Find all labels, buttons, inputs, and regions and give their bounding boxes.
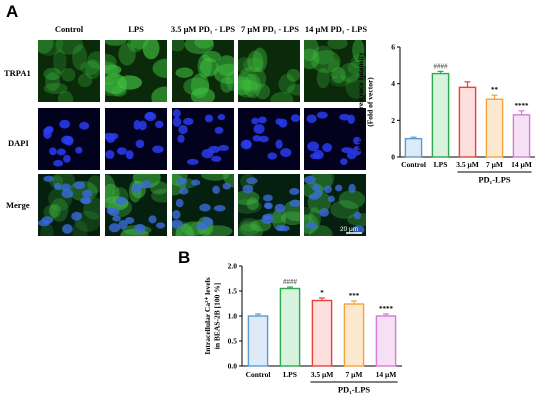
micrograph-trpa1-1	[38, 40, 100, 102]
category-label: 7 μM	[486, 160, 503, 169]
panel-a-letter: A	[6, 2, 19, 21]
bar-3	[311, 299, 333, 367]
y-axis-label-2: in BEAS-2B [100 %]	[213, 283, 222, 349]
micrograph-dapi-5	[304, 108, 366, 170]
bar-3	[458, 86, 477, 158]
micrograph-trpa1-5	[304, 40, 366, 102]
micrograph-dapi-3	[172, 108, 234, 170]
y-tick-label: 0	[391, 153, 395, 162]
y-tick-label: 0.0	[228, 362, 238, 371]
bar-5	[375, 315, 397, 367]
category-label: LPS	[283, 370, 297, 379]
panel-b-letter: B	[178, 248, 191, 267]
y-axis-label: Intracellular Ca²⁺ levels	[203, 277, 212, 354]
significance-mark: ****	[379, 305, 394, 313]
category-label: Control	[401, 160, 426, 169]
micrograph-dapi-1	[38, 108, 100, 170]
micrograph-dapi-2	[105, 108, 167, 170]
micrograph-trpa1-4	[238, 40, 300, 102]
y-tick-label: 1.0	[228, 312, 238, 321]
fluorescence-intensity-chart: 0 2 4 6 Relative Fluorescence Intensity (Fold…	[356, 43, 535, 185]
row-label-trpa1: TRPA1	[4, 68, 31, 78]
group-label: PD₁-LPS	[478, 175, 511, 185]
significance-mark: ####	[434, 62, 449, 70]
bar-2	[279, 287, 301, 367]
bar-4	[485, 98, 504, 158]
y-tick-label: 0.5	[228, 337, 238, 346]
y-tick-label: 4	[391, 79, 395, 88]
bar-5	[512, 114, 531, 158]
row-label-dapi: DAPI	[8, 138, 29, 148]
micrograph-trpa1-2	[105, 40, 167, 102]
significance-mark: ***	[349, 292, 360, 300]
scale-bar-label: 20 μm	[340, 226, 359, 233]
category-label: 3.5 μM	[311, 370, 334, 379]
micrograph-trpa1-3	[172, 40, 234, 102]
category-label: 14 μM	[376, 370, 397, 379]
bar-1	[247, 315, 269, 367]
bar-1	[404, 137, 423, 158]
category-label: LPS	[434, 160, 448, 169]
significance-mark: **	[491, 86, 499, 94]
significance-mark: ****	[515, 102, 530, 110]
row-label-merge: Merge	[6, 200, 30, 210]
bar-2	[431, 72, 450, 158]
micrograph-merge-5	[304, 174, 366, 236]
y-axis-label: Relative Fluorescence Intensity	[356, 52, 365, 152]
y-tick-label: 2	[391, 116, 395, 125]
micrograph-merge-3	[172, 174, 234, 236]
y-tick-label: 2.0	[228, 262, 238, 271]
micrograph-merge-1	[38, 174, 100, 236]
column-header-control: Control	[54, 24, 84, 34]
category-label: 7 μM	[346, 370, 363, 379]
group-label: PD₁-LPS	[338, 385, 371, 395]
y-tick-label: 1.5	[228, 287, 238, 296]
calcium-levels-chart: 0.0 0.5 1.0 1.5 2.0 Intracellular Ca²⁺ levels…	[203, 262, 402, 395]
significance-mark: ####	[283, 278, 298, 286]
category-label: 3.5 μM	[456, 160, 479, 169]
significance-mark: *	[320, 289, 324, 297]
micrograph-merge-4	[238, 174, 300, 236]
micrograph-dapi-4	[238, 108, 300, 170]
bar-4	[343, 303, 365, 367]
micrograph-merge-2	[105, 174, 167, 236]
category-label: Control	[246, 370, 271, 379]
column-header-14um: 14 μM PD₁ - LPS	[304, 24, 368, 34]
y-tick-label: 6	[391, 43, 395, 52]
y-axis-label-2: (Fold of vector)	[366, 77, 375, 127]
column-header-3-5um: 3.5 μM PD₁ - LPS	[170, 24, 236, 34]
column-header-7um: 7 μM PD₁ - LPS	[241, 24, 299, 34]
column-header-lps: LPS	[128, 24, 144, 34]
category-label: 14 μM	[511, 160, 532, 169]
